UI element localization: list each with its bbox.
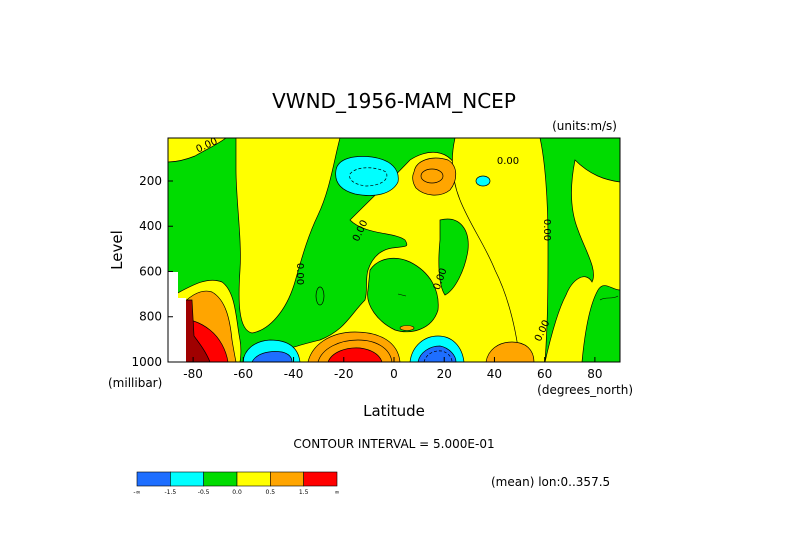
- region-missing-data: [168, 272, 186, 362]
- y-axis-title: Level: [108, 230, 126, 270]
- y-tick-label: 400: [139, 219, 162, 233]
- x-axis-title: Latitude: [363, 402, 425, 420]
- contour-label: 0.00: [541, 219, 552, 241]
- contour-squiggle-1: [397, 293, 407, 297]
- colorbar-swatch: [303, 471, 338, 487]
- region-red-surface-central: [327, 347, 383, 362]
- contour-orange-surface-inner: [317, 339, 393, 362]
- region-orange-tiny: [399, 325, 415, 331]
- x-tick-label: 40: [487, 367, 502, 381]
- x-tick-label: -80: [183, 367, 203, 381]
- region-green-dot: [315, 286, 325, 306]
- colorbar-label: -1.5: [164, 489, 176, 496]
- colorbar-swatch: [203, 471, 238, 487]
- x-tick-label: 0: [390, 367, 398, 381]
- contour-field: [168, 138, 620, 362]
- colorbar-swatch: [136, 471, 171, 487]
- colorbar-label: ∞: [335, 489, 340, 496]
- x-tick-label: 60: [537, 367, 552, 381]
- region-yellow-far-right: [544, 159, 620, 362]
- colorbar-label: 0.5: [266, 489, 276, 496]
- region-orange-upper: [412, 157, 457, 196]
- chart-title: VWND_1956-MAM_NCEP: [272, 89, 516, 113]
- colorbar-label: 0.0: [232, 489, 242, 496]
- contour-cyan-surface-dashed: [423, 350, 453, 362]
- x-axis: -80 -60 -40 -20 0 20 40 60 80: [183, 357, 603, 381]
- colorbar-swatch: [236, 471, 271, 487]
- y-units-label: (millibar): [108, 376, 162, 390]
- region-darkred-southpole: [181, 299, 211, 362]
- contour-cyan-inner: [349, 167, 388, 187]
- y-tick-label: 600: [139, 264, 162, 278]
- footer-label: (mean) lon:0..357.5: [491, 475, 610, 489]
- region-orange-surface-east: [485, 341, 535, 362]
- colorbar-label: -∞: [133, 489, 140, 496]
- x-tick-label: -40: [284, 367, 304, 381]
- y-axis: 200 400 600 800 1000: [131, 174, 173, 369]
- x-tick-label: -20: [334, 367, 354, 381]
- units-label: (units:m/s): [552, 119, 617, 133]
- colorbar: -∞ -1.5 -0.5 0.0 0.5 1.5 ∞: [133, 471, 340, 496]
- contour-label: 0.00: [294, 263, 305, 285]
- colorbar-swatch: [170, 471, 204, 487]
- y-tick-label: 1000: [131, 355, 162, 369]
- y-tick-label: 200: [139, 174, 162, 188]
- contour-orange-inner: [420, 168, 444, 184]
- x-tick-label: 80: [587, 367, 602, 381]
- x-tick-label: 20: [437, 367, 452, 381]
- region-yellow-band-west: [235, 138, 341, 334]
- region-cyan-upper: [335, 156, 399, 196]
- colorbar-label: 1.5: [299, 489, 309, 496]
- x-tick-label: -60: [234, 367, 254, 381]
- region-blue-surface-west: [251, 351, 293, 362]
- colorbar-swatch: [270, 471, 304, 487]
- contour-label: 0.00: [497, 156, 519, 167]
- contour-squiggle-2: [599, 295, 619, 301]
- region-cyan-small: [475, 175, 491, 187]
- region-yellow-top-left: [168, 138, 227, 163]
- y-tick-label: 800: [139, 310, 162, 324]
- contour-interval-label: CONTOUR INTERVAL = 5.000E-01: [293, 437, 494, 451]
- x-units-label: (degrees_north): [537, 383, 633, 397]
- region-green-east-inset: [438, 218, 469, 296]
- region-blue-surface-central: [417, 345, 457, 362]
- colorbar-label: -0.5: [198, 489, 210, 496]
